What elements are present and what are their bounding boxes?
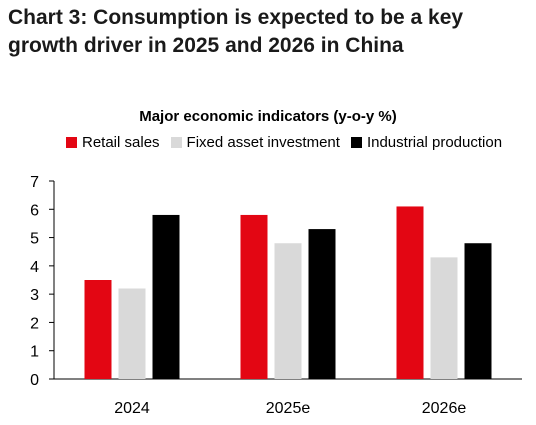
legend-item-fixed-asset-investment: Fixed asset investment xyxy=(170,134,340,151)
bar-retail-sales-2025e xyxy=(240,214,268,379)
y-tick-label: 1 xyxy=(30,344,39,361)
legend-swatch-industrial-production xyxy=(350,137,362,148)
legend-swatch-fixed-asset-investment xyxy=(170,137,182,148)
x-tick-label: 2025e xyxy=(266,400,311,417)
bar-fixed-asset-investment-2024 xyxy=(118,288,146,379)
chart-heading: Chart 3: Consumption is expected to be a… xyxy=(8,4,528,60)
chart-heading-line-1: Chart 3: Consumption is expected to be a… xyxy=(8,6,464,29)
bar-industrial-production-2025e xyxy=(308,229,336,379)
chart-heading-line-2: growth driver in 2025 and 2026 in China xyxy=(8,34,404,57)
legend-item-industrial-production: Industrial production xyxy=(350,134,503,151)
legend: Retail sales Fixed asset investment Indu… xyxy=(66,134,502,151)
legend-item-retail-sales: Retail sales xyxy=(66,134,160,151)
y-tick-label: 7 xyxy=(30,174,39,191)
x-tick-label: 2024 xyxy=(114,400,150,417)
x-tick-label: 2026e xyxy=(422,400,467,417)
legend-label-fixed-asset-investment: Fixed asset investment xyxy=(186,134,340,151)
y-tick-label: 2 xyxy=(30,315,39,332)
bar-industrial-production-2024 xyxy=(152,214,180,379)
y-tick-label: 0 xyxy=(30,372,39,389)
bar-retail-sales-2026e xyxy=(396,206,424,379)
y-tick-label: 5 xyxy=(30,231,39,248)
y-tick-label: 3 xyxy=(30,287,39,304)
y-tick-label: 4 xyxy=(30,259,39,276)
bar-fixed-asset-investment-2025e xyxy=(274,243,302,379)
legend-swatch-retail-sales xyxy=(66,137,77,148)
bar-industrial-production-2026e xyxy=(464,243,492,379)
bar-retail-sales-2024 xyxy=(84,280,112,379)
bar-fixed-asset-investment-2026e xyxy=(430,257,458,379)
legend-label-industrial-production: Industrial production xyxy=(366,134,503,151)
legend-label-retail-sales: Retail sales xyxy=(82,134,160,151)
chart-title: Major economic indicators (y-o-y %) xyxy=(139,108,397,125)
y-tick-label: 6 xyxy=(30,202,39,219)
